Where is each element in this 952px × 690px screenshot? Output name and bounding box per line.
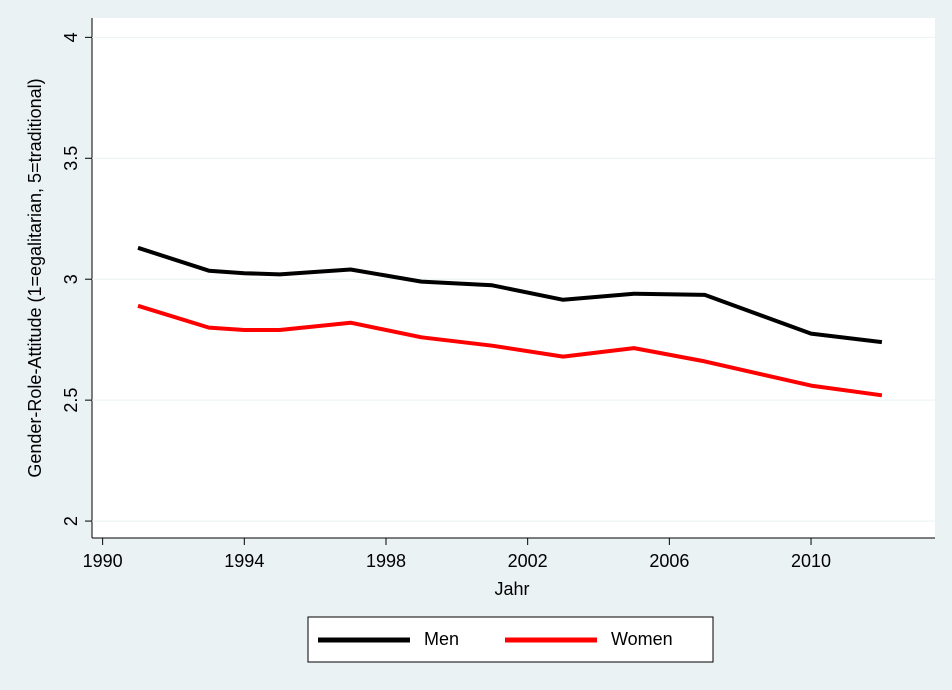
y-axis-label: Gender-Role-Attitude (1=egalitarian, 5=t… <box>25 78 45 477</box>
x-tick-label: 2010 <box>791 551 831 571</box>
x-axis-label: Jahr <box>494 579 529 599</box>
legend-label: Women <box>611 629 673 649</box>
y-tick-label: 2.5 <box>61 388 81 413</box>
x-tick-label: 1990 <box>83 551 123 571</box>
y-tick-label: 3 <box>61 274 81 284</box>
series-line <box>137 303 883 398</box>
legend-label: Men <box>424 629 459 649</box>
x-tick-label: 2006 <box>649 551 689 571</box>
series-line <box>137 245 883 345</box>
x-tick-label: 1994 <box>224 551 264 571</box>
y-tick-label: 4 <box>61 32 81 42</box>
x-tick-label: 2002 <box>508 551 548 571</box>
y-tick-label: 3.5 <box>61 146 81 171</box>
x-tick-label: 1998 <box>366 551 406 571</box>
plot-area <box>92 18 935 538</box>
y-tick-label: 2 <box>61 516 81 526</box>
